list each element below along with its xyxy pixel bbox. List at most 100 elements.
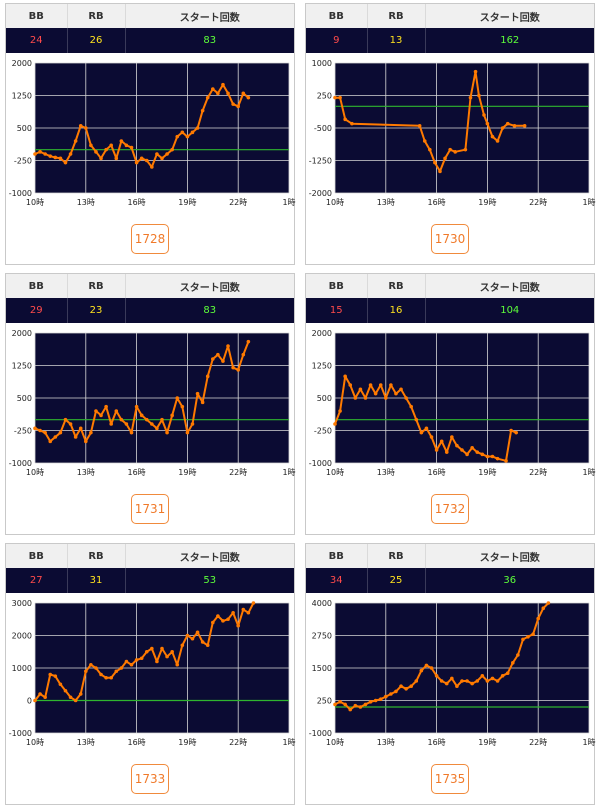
y-tick-label: -2000 — [309, 189, 332, 198]
data-point — [89, 662, 93, 667]
y-tick-label: -1000 — [9, 729, 32, 738]
data-point — [460, 679, 464, 683]
data-point — [419, 430, 424, 435]
machine-number-button[interactable]: 1728 — [131, 224, 169, 254]
data-point — [394, 391, 398, 396]
x-tick-label: 16時 — [428, 198, 446, 207]
data-point — [251, 601, 256, 605]
data-point — [429, 666, 434, 670]
data-point — [84, 439, 88, 444]
data-point — [455, 443, 459, 448]
y-tick-label: 500 — [317, 394, 332, 403]
stats-table: BB RB スタート回数 15 16 104 — [306, 274, 594, 323]
data-point — [104, 147, 108, 152]
x-tick-label: 13時 — [77, 198, 95, 207]
data-point — [119, 139, 124, 143]
data-point — [185, 134, 190, 139]
x-tick-label: 1時 — [282, 738, 295, 747]
data-point — [505, 671, 510, 675]
x-tick-label: 13時 — [377, 198, 395, 207]
data-point — [422, 139, 427, 143]
data-point — [482, 113, 486, 117]
data-point — [205, 95, 210, 100]
data-point — [195, 630, 200, 635]
start-count-header: スタート回数 — [125, 274, 294, 298]
x-tick-label: 1時 — [582, 738, 595, 747]
x-tick-label: 10時 — [326, 198, 344, 207]
data-point — [33, 698, 37, 703]
machine-card: BB RB スタート回数 9 13 162 1000 250 -500 -1250 -2000 10時… — [305, 3, 596, 265]
data-point — [428, 147, 432, 152]
data-point — [236, 368, 240, 372]
y-tick-label: 2000 — [312, 329, 332, 338]
stats-header-row: BB RB スタート回数 — [306, 274, 594, 298]
data-point — [43, 430, 47, 435]
data-point — [368, 383, 373, 387]
machine-number-button[interactable]: 1731 — [131, 494, 169, 524]
data-point — [221, 82, 225, 87]
x-tick-label: 19時 — [178, 738, 196, 747]
stats-header-row: BB RB スタート回数 — [6, 274, 294, 298]
data-point — [53, 155, 58, 160]
data-point — [500, 674, 505, 678]
data-point — [205, 643, 210, 648]
x-tick-label: 16時 — [128, 198, 146, 207]
start-count: 162 — [425, 28, 594, 53]
data-point — [495, 139, 500, 143]
rb-count: 25 — [367, 568, 426, 593]
data-point — [226, 344, 230, 348]
x-tick-label: 1時 — [282, 198, 295, 207]
data-point — [343, 117, 347, 122]
data-point — [99, 156, 103, 161]
stats-value-row: 9 13 162 — [306, 28, 594, 53]
machine-card: BB RB スタート回数 15 16 104 2000 1250 500 -250 -1000 10時… — [305, 273, 596, 535]
rb-header: RB — [67, 544, 126, 568]
machine-number-button[interactable]: 1732 — [431, 494, 469, 524]
bb-header: BB — [306, 274, 368, 298]
x-tick-label: 19時 — [478, 738, 496, 747]
data-point — [134, 160, 139, 165]
machine-number-button[interactable]: 1733 — [131, 764, 169, 794]
x-tick-label: 10時 — [326, 468, 344, 477]
data-point — [226, 91, 230, 96]
data-point — [129, 662, 134, 667]
machine-number-button[interactable]: 1730 — [431, 224, 469, 254]
data-point — [434, 674, 439, 678]
data-point — [378, 383, 383, 387]
data-point — [536, 616, 540, 621]
data-point — [514, 430, 518, 435]
data-point — [155, 152, 159, 156]
data-point — [221, 359, 225, 363]
data-point — [384, 396, 388, 400]
data-point — [190, 636, 195, 641]
data-point — [38, 150, 42, 154]
machine-card: BB RB スタート回数 27 31 53 3000 2000 1000 0 -1000 10時 13時… — [5, 543, 296, 805]
stats-table: BB RB スタート回数 27 31 53 — [6, 544, 294, 593]
data-point — [48, 439, 53, 444]
data-point — [211, 357, 215, 361]
data-point — [160, 646, 164, 651]
data-point — [546, 601, 551, 605]
data-point — [512, 124, 517, 128]
data-point — [104, 404, 108, 409]
data-point — [200, 400, 205, 405]
data-point — [511, 661, 515, 665]
data-point — [221, 619, 225, 623]
data-point — [490, 454, 495, 459]
y-tick-label: 500 — [17, 124, 32, 133]
data-point — [241, 91, 246, 96]
data-point — [470, 681, 474, 686]
machine-card: BB RB スタート回数 34 25 36 4000 2750 1500 250 -1000 10時 1… — [305, 543, 596, 805]
rb-count: 31 — [67, 568, 126, 593]
y-tick-label: 3000 — [12, 599, 32, 608]
data-point — [129, 145, 134, 150]
data-point — [389, 692, 393, 696]
bb-header: BB — [6, 274, 68, 298]
data-point — [241, 352, 246, 357]
machine-number-button[interactable]: 1735 — [431, 764, 469, 794]
start-count: 104 — [425, 298, 594, 323]
rb-count: 13 — [367, 28, 426, 53]
